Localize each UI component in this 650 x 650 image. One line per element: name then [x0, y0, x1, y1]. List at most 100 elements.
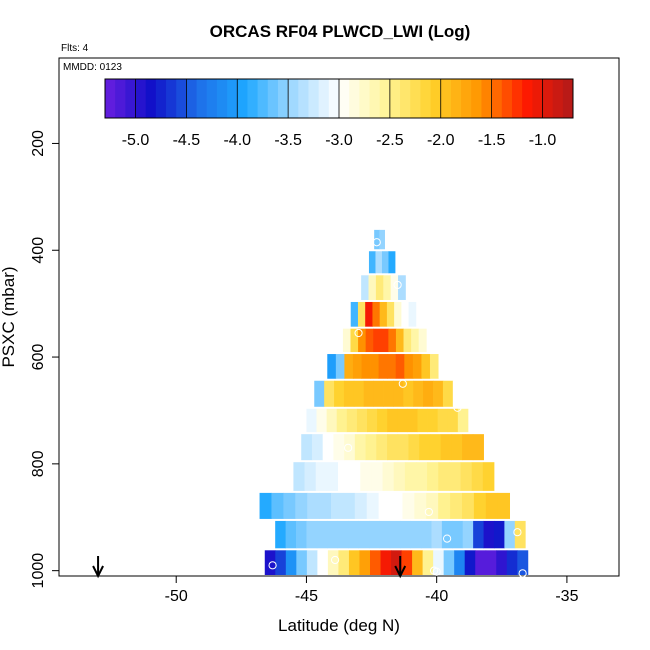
heat-cell — [417, 408, 428, 433]
colorbar-swatch — [481, 79, 493, 118]
heat-cell — [493, 520, 505, 549]
heat-cell — [438, 492, 451, 519]
heat-cell — [485, 550, 497, 575]
x-axis: -50 -45 -40 -35 — [165, 576, 579, 605]
colorbar-swatch — [247, 79, 259, 118]
heat-cell — [343, 380, 355, 407]
heat-cell — [395, 328, 404, 353]
heat-cell — [357, 301, 366, 327]
heat-cell — [375, 275, 384, 300]
heat-cell — [296, 520, 307, 549]
heat-cell — [412, 550, 424, 575]
heat-cell — [369, 550, 381, 575]
heat-cell — [316, 408, 328, 433]
heat-cell — [462, 434, 474, 461]
heat-cell — [437, 408, 449, 433]
heat-cell — [356, 408, 368, 433]
colorbar-swatch — [125, 79, 137, 118]
sample-marker — [453, 403, 462, 412]
heat-cell — [358, 520, 370, 549]
colorbar-swatch — [511, 79, 523, 118]
colorbar-tick-label: -2.5 — [376, 132, 404, 149]
heat-cell — [337, 520, 349, 549]
heat-cell — [344, 434, 356, 461]
colorbar-swatch — [339, 79, 350, 118]
colorbar-swatch — [308, 79, 320, 118]
x-tick-label: -40 — [425, 588, 448, 605]
colorbar-swatch — [562, 79, 574, 118]
heat-cell — [475, 550, 487, 575]
heat-cell — [402, 492, 415, 519]
arrow-head — [394, 565, 407, 579]
heat-cell — [365, 328, 374, 353]
heat-cell — [344, 354, 354, 379]
heat-cell — [410, 520, 422, 549]
heat-cell — [472, 434, 484, 461]
heat-cell — [342, 492, 356, 519]
heat-cell — [388, 328, 397, 353]
heat-cell — [379, 301, 388, 327]
chart-title: ORCAS RF04 PLWCD_LWI (Log) — [210, 22, 471, 41]
heat-cell — [316, 520, 328, 549]
heat-cell — [429, 354, 439, 379]
arrow-head — [92, 565, 104, 579]
heat-cell — [391, 550, 402, 575]
colorbar-swatch — [532, 79, 543, 118]
heat-cell — [449, 462, 461, 491]
heat-cell — [394, 301, 402, 327]
heat-cell — [376, 434, 388, 461]
heat-cell — [326, 408, 338, 433]
heat-cell — [462, 520, 474, 549]
heat-cell — [361, 354, 371, 379]
heat-cell — [379, 229, 385, 250]
colorbar-swatch — [542, 79, 554, 118]
heat-cell — [421, 354, 431, 379]
colorbar-swatch — [430, 79, 442, 118]
heat-cell — [413, 380, 424, 407]
heat-cell — [358, 328, 367, 353]
heat-cell — [368, 251, 376, 274]
heat-cell — [322, 434, 334, 461]
heat-cell — [390, 492, 403, 519]
heat-cell — [426, 492, 439, 519]
colorbar-swatch — [328, 79, 340, 118]
heat-cell — [338, 550, 350, 575]
heat-cell — [408, 301, 417, 327]
heat-cell — [327, 520, 339, 549]
heat-cell — [315, 462, 328, 491]
heat-cell — [450, 492, 463, 519]
heat-cell — [295, 492, 308, 519]
heat-cell — [336, 408, 348, 433]
heat-cell — [473, 492, 487, 519]
colorbar-swatch — [115, 79, 126, 118]
heat-cell — [366, 492, 380, 519]
colorbar-swatch — [166, 79, 177, 118]
heat-cell — [412, 354, 422, 379]
heat-cell — [389, 520, 401, 549]
heat-cell — [327, 550, 339, 575]
heat-cell — [404, 462, 417, 491]
heat-cell — [387, 434, 399, 461]
heat-cell — [433, 380, 444, 407]
colorbar-swatch — [491, 79, 503, 118]
heat-cell — [333, 434, 345, 461]
heat-cell — [319, 492, 332, 519]
heat-cell — [368, 520, 380, 549]
heat-cell — [482, 462, 495, 491]
heat-cell — [423, 380, 434, 407]
heat-cell — [421, 520, 432, 549]
colorbar-swatch — [461, 79, 472, 118]
heat-cell — [383, 380, 394, 407]
colorbar-tick-label: -3.0 — [325, 132, 353, 149]
heat-cell — [374, 229, 380, 250]
heat-cell — [398, 275, 406, 300]
heat-cell — [404, 354, 414, 379]
heat-cell — [422, 550, 434, 575]
heat-cell — [473, 520, 484, 549]
heat-cell — [373, 380, 384, 407]
heat-cell — [393, 380, 404, 407]
heat-cell — [407, 408, 418, 433]
heat-cell — [327, 354, 337, 379]
colorbar-swatch — [369, 79, 381, 118]
heat-cell — [373, 328, 382, 353]
